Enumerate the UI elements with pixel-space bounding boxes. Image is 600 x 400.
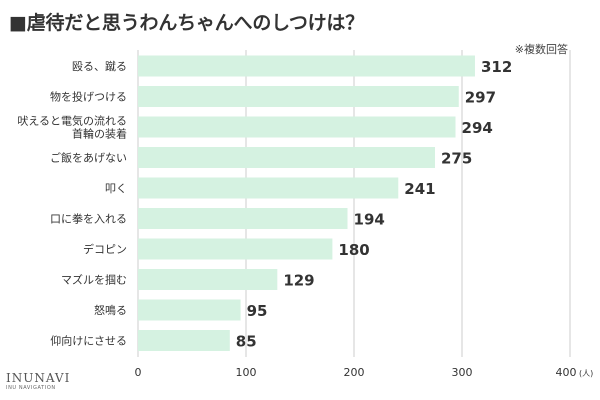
x-tick-label: 200 [344, 366, 365, 379]
category-label: 殴る、蹴る [72, 59, 127, 73]
bar [138, 55, 475, 77]
value-label: 85 [236, 333, 257, 351]
x-tick-label: 100 [236, 366, 257, 379]
logo-sub-text: INU NAVIGATION [6, 385, 56, 391]
category-label: 口に拳を入れる [50, 212, 127, 226]
category-label: 叩く [105, 182, 127, 195]
bar [138, 299, 241, 321]
bar [138, 116, 456, 138]
category-label: デコピン [83, 242, 127, 256]
category-label: 首輪の装着 [72, 127, 127, 141]
x-tick-label: 300 [452, 366, 473, 379]
multiple-answer-note: ※複数回答 [514, 43, 568, 56]
category-label: 物を投げつける [50, 90, 127, 104]
chart-title: ■虐待だと思うわんちゃんへのしつけは？ [9, 12, 365, 34]
value-label: 275 [441, 150, 472, 168]
bar [138, 238, 333, 260]
category-label: 怒鳴る [94, 303, 127, 317]
x-unit-label: (人) [579, 369, 593, 378]
bar [138, 330, 230, 351]
x-tick-label: 0 [135, 366, 142, 379]
category-label: マズルを掴む [61, 273, 127, 287]
value-label: 294 [462, 119, 493, 137]
value-label: 180 [338, 241, 369, 259]
bar [138, 86, 459, 107]
logo-main-text: INUNAVI [6, 371, 71, 385]
bar [138, 269, 278, 290]
bar [138, 208, 348, 229]
bars [138, 55, 475, 351]
value-label: 297 [465, 89, 496, 107]
value-label: 312 [481, 58, 512, 76]
bar [138, 177, 399, 199]
category-labels: 殴る、蹴る物を投げつける吠えると電気の流れる首輪の装着ご飯をあげない叩く口に拳を… [17, 59, 127, 348]
value-label: 129 [283, 272, 314, 290]
value-label: 95 [247, 302, 268, 320]
x-tick-label: 400 [556, 366, 577, 379]
value-labels: 312 297 294 275 241 194 180 129 95 85 [236, 58, 512, 351]
x-axis-ticks: 0 100 200 300 400 (人) [135, 366, 594, 379]
inunavi-logo: INUNAVI INU NAVIGATION [6, 372, 126, 392]
value-label: 241 [404, 180, 435, 198]
value-label: 194 [354, 211, 385, 229]
category-label: 吠えると電気の流れる [17, 114, 127, 128]
bar [138, 147, 435, 168]
category-label: 仰向けにさせる [50, 334, 127, 348]
category-label: ご飯をあげない [50, 151, 127, 165]
